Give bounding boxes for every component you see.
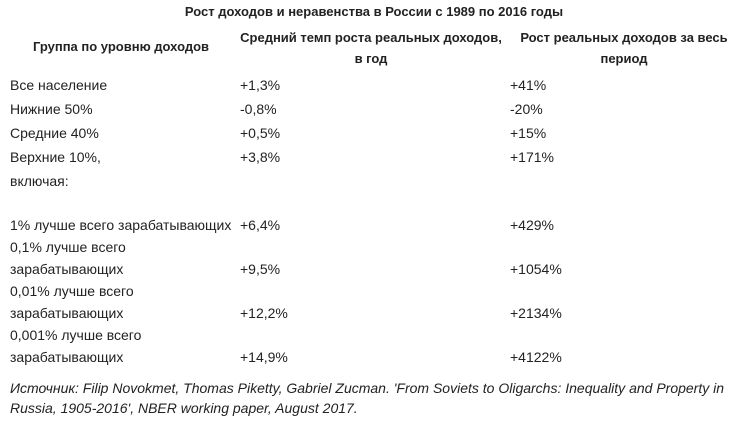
table-row: 1% лучше всего зарабатывающих +6,4% +429… [6,192,742,236]
total-growth-cell [506,168,742,192]
group-cell: включая: [10,173,69,189]
annual-growth-cell: +12,2% [240,305,288,321]
annual-growth-cell: +9,5% [240,261,281,277]
header-income-group: Группа по уровню доходов [32,39,210,54]
group-cell: 0,001% лучше всего зарабатывающих [10,327,142,365]
total-growth-cell: +429% [510,217,554,233]
total-growth-cell: +2134% [510,305,562,321]
income-table: Группа по уровню доходов Средний темп ро… [6,23,742,368]
table-row: Средние 40% +0,5% +15% [6,120,742,144]
total-growth-cell: +1054% [510,261,562,277]
annual-growth-cell [236,168,506,192]
table-row: Верхние 10%, +3,8% +171% [6,144,742,168]
header-annual-growth: Средний темп роста реальных доходов, в г… [240,30,502,66]
annual-growth-cell: +3,8% [240,149,281,165]
group-cell: 1% лучше всего зарабатывающих [10,217,232,233]
total-growth-cell: +41% [510,77,547,93]
table-row: 0,001% лучше всего зарабатывающих +14,9%… [6,324,742,368]
annual-growth-cell: +1,3% [240,77,281,93]
table-row: Нижние 50% -0,8% -20% [6,96,742,120]
table-header-row: Группа по уровню доходов Средний темп ро… [6,23,742,72]
annual-growth-cell: +6,4% [240,217,281,233]
group-cell: Нижние 50% [10,101,93,117]
annual-growth-cell: -0,8% [240,101,277,117]
group-cell: 0,01% лучше всего зарабатывающих [10,283,134,321]
table-row: 0,01% лучше всего зарабатывающих +12,2% … [6,280,742,324]
source-note: Источник: Filip Novokmet, Thomas Piketty… [10,380,725,416]
total-growth-cell: -20% [510,101,543,117]
table-row: Все население +1,3% +41% [6,72,742,96]
total-growth-cell: +171% [510,149,554,165]
total-growth-cell: +15% [510,125,547,141]
group-cell: Все население [10,77,108,93]
group-cell: Верхние 10%, [10,149,101,165]
annual-growth-cell: +0,5% [240,125,281,141]
total-growth-cell: +4122% [510,349,562,365]
group-cell: Средние 40% [10,125,99,141]
table-row: включая: [6,168,742,192]
table-caption: Рост доходов и неравенства в России с 19… [184,4,564,19]
group-cell: 0,1% лучше всего зарабатывающих [10,239,126,277]
annual-growth-cell: +14,9% [240,349,288,365]
header-total-growth: Рост реальных доходов за весь период [520,30,728,66]
table-row: 0,1% лучше всего зарабатывающих +9,5% +1… [6,236,742,280]
